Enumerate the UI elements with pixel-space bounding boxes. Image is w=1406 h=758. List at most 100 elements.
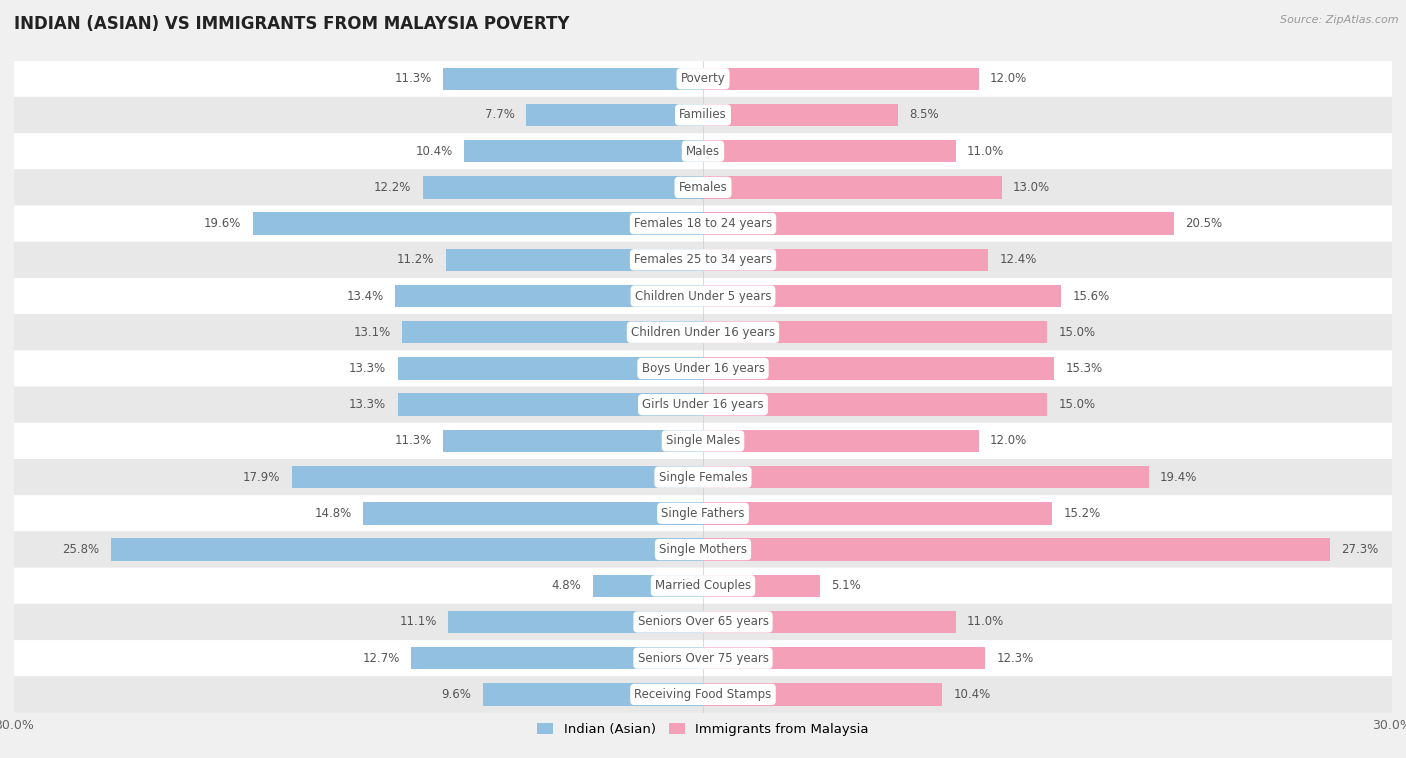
Text: 5.1%: 5.1% [831, 579, 862, 592]
Bar [703, 611, 956, 633]
Text: Single Males: Single Males [666, 434, 740, 447]
Text: 11.0%: 11.0% [967, 615, 1004, 628]
Text: 12.3%: 12.3% [997, 652, 1035, 665]
FancyBboxPatch shape [14, 459, 1392, 495]
Bar [703, 502, 1052, 525]
FancyBboxPatch shape [14, 61, 1392, 97]
Text: Seniors Over 65 years: Seniors Over 65 years [637, 615, 769, 628]
Legend: Indian (Asian), Immigrants from Malaysia: Indian (Asian), Immigrants from Malaysia [531, 718, 875, 742]
Bar [443, 430, 703, 452]
Text: 13.0%: 13.0% [1012, 181, 1050, 194]
Bar [703, 140, 956, 162]
Text: Single Mothers: Single Mothers [659, 543, 747, 556]
FancyBboxPatch shape [14, 242, 1392, 278]
Text: 13.1%: 13.1% [353, 326, 391, 339]
Text: 17.9%: 17.9% [243, 471, 280, 484]
Text: 8.5%: 8.5% [910, 108, 939, 121]
Bar [703, 104, 898, 126]
Text: 15.2%: 15.2% [1063, 507, 1101, 520]
Text: 25.8%: 25.8% [62, 543, 98, 556]
Text: Single Females: Single Females [658, 471, 748, 484]
Text: 11.3%: 11.3% [395, 72, 432, 85]
FancyBboxPatch shape [14, 423, 1392, 459]
FancyBboxPatch shape [14, 604, 1392, 640]
Text: Source: ZipAtlas.com: Source: ZipAtlas.com [1281, 15, 1399, 25]
Text: Married Couples: Married Couples [655, 579, 751, 592]
Bar [703, 393, 1047, 416]
Bar [703, 176, 1001, 199]
Text: Females 18 to 24 years: Females 18 to 24 years [634, 217, 772, 230]
Text: 11.2%: 11.2% [396, 253, 434, 266]
Bar [446, 249, 703, 271]
Bar [703, 321, 1047, 343]
Text: 19.4%: 19.4% [1160, 471, 1198, 484]
FancyBboxPatch shape [14, 205, 1392, 242]
Text: 9.6%: 9.6% [441, 688, 471, 701]
Bar [402, 321, 703, 343]
Text: Females: Females [679, 181, 727, 194]
Text: 15.0%: 15.0% [1059, 398, 1097, 411]
Bar [423, 176, 703, 199]
Bar [593, 575, 703, 597]
Text: Families: Families [679, 108, 727, 121]
Text: INDIAN (ASIAN) VS IMMIGRANTS FROM MALAYSIA POVERTY: INDIAN (ASIAN) VS IMMIGRANTS FROM MALAYS… [14, 15, 569, 33]
FancyBboxPatch shape [14, 314, 1392, 350]
Text: 13.3%: 13.3% [349, 362, 387, 375]
Text: 15.3%: 15.3% [1066, 362, 1102, 375]
Text: 12.4%: 12.4% [1000, 253, 1036, 266]
FancyBboxPatch shape [14, 169, 1392, 205]
Bar [482, 683, 703, 706]
Bar [449, 611, 703, 633]
Text: Receiving Food Stamps: Receiving Food Stamps [634, 688, 772, 701]
Bar [703, 538, 1330, 561]
Text: Boys Under 16 years: Boys Under 16 years [641, 362, 765, 375]
Text: 13.3%: 13.3% [349, 398, 387, 411]
Text: 11.0%: 11.0% [967, 145, 1004, 158]
Text: Poverty: Poverty [681, 72, 725, 85]
Text: 12.0%: 12.0% [990, 434, 1028, 447]
Text: 19.6%: 19.6% [204, 217, 242, 230]
Text: Girls Under 16 years: Girls Under 16 years [643, 398, 763, 411]
Text: 12.7%: 12.7% [363, 652, 399, 665]
FancyBboxPatch shape [14, 133, 1392, 169]
Text: 15.0%: 15.0% [1059, 326, 1097, 339]
Bar [703, 249, 988, 271]
FancyBboxPatch shape [14, 640, 1392, 676]
Text: Females 25 to 34 years: Females 25 to 34 years [634, 253, 772, 266]
Bar [526, 104, 703, 126]
Text: 13.4%: 13.4% [346, 290, 384, 302]
Bar [363, 502, 703, 525]
Text: Seniors Over 75 years: Seniors Over 75 years [637, 652, 769, 665]
Text: 15.6%: 15.6% [1073, 290, 1109, 302]
Text: 14.8%: 14.8% [315, 507, 352, 520]
Bar [703, 430, 979, 452]
FancyBboxPatch shape [14, 350, 1392, 387]
Bar [253, 212, 703, 235]
FancyBboxPatch shape [14, 531, 1392, 568]
Bar [292, 466, 703, 488]
FancyBboxPatch shape [14, 568, 1392, 604]
Bar [703, 466, 1149, 488]
Bar [398, 393, 703, 416]
Text: Males: Males [686, 145, 720, 158]
FancyBboxPatch shape [14, 676, 1392, 713]
Text: 27.3%: 27.3% [1341, 543, 1379, 556]
Text: 11.3%: 11.3% [395, 434, 432, 447]
FancyBboxPatch shape [14, 278, 1392, 314]
Text: 10.4%: 10.4% [415, 145, 453, 158]
Text: 10.4%: 10.4% [953, 688, 991, 701]
Text: 20.5%: 20.5% [1185, 217, 1222, 230]
Text: 7.7%: 7.7% [485, 108, 515, 121]
Bar [398, 357, 703, 380]
FancyBboxPatch shape [14, 387, 1392, 423]
Text: 12.2%: 12.2% [374, 181, 412, 194]
Bar [703, 683, 942, 706]
Text: Children Under 16 years: Children Under 16 years [631, 326, 775, 339]
Text: Children Under 5 years: Children Under 5 years [634, 290, 772, 302]
Bar [464, 140, 703, 162]
FancyBboxPatch shape [14, 495, 1392, 531]
Bar [703, 647, 986, 669]
Bar [703, 67, 979, 90]
FancyBboxPatch shape [14, 97, 1392, 133]
Bar [703, 212, 1174, 235]
